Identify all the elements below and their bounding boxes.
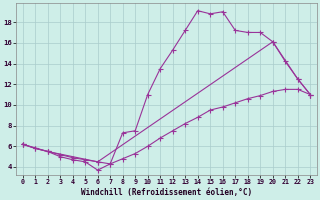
X-axis label: Windchill (Refroidissement éolien,°C): Windchill (Refroidissement éolien,°C)	[81, 188, 252, 197]
